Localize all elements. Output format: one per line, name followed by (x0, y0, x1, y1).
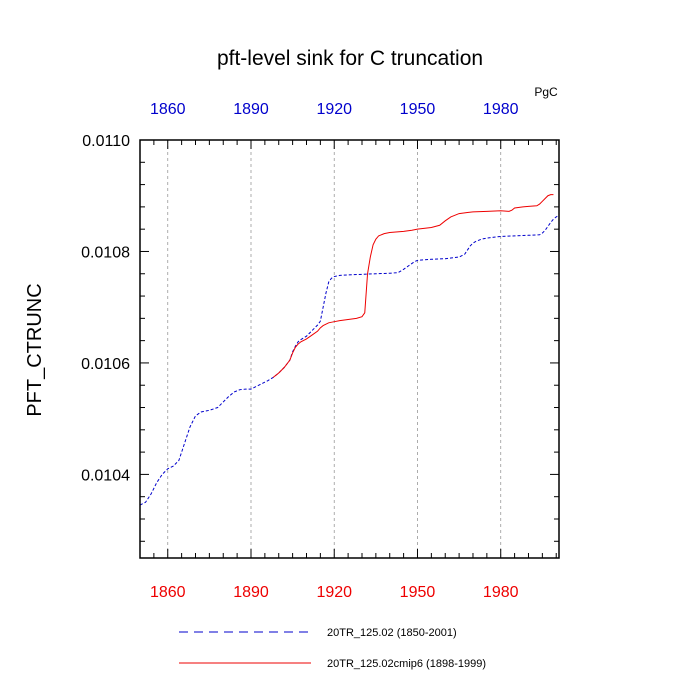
y-tick-label: 0.0110 (82, 133, 130, 150)
x-tick-label-bottom: 1950 (400, 584, 436, 601)
series-line-1 (139, 214, 560, 506)
y-tick-label: 0.0108 (81, 244, 130, 261)
x-tick-label-top: 1920 (316, 101, 352, 118)
units-label: PgC (534, 85, 558, 99)
x-tick-label-top: 1950 (400, 101, 436, 118)
x-tick-label-bottom: 1890 (233, 584, 269, 601)
series-line-2 (272, 194, 554, 378)
x-tick-label-top: 1860 (150, 101, 186, 118)
x-tick-label-top: 1890 (233, 101, 269, 118)
x-tick-label-bottom: 1860 (150, 584, 186, 601)
series-layer (139, 194, 560, 506)
y-tick-label: 0.0104 (81, 467, 130, 484)
x-tick-label-bottom: 1920 (316, 584, 352, 601)
x-tick-label-bottom: 1980 (483, 584, 519, 601)
x-tick-label-top: 1980 (483, 101, 519, 118)
y-tick-label: 0.0106 (81, 356, 130, 373)
plot-frame (139, 139, 560, 559)
axis-layer: 1860 1860 1890 1890 1920 1920 1950 1950 1980 1980… (81, 101, 559, 601)
chart-title: pft-level sink for C truncation (217, 47, 483, 70)
legend-label-2: 20TR_125.02cmip6 (1898-1999) (327, 658, 486, 670)
legend-layer: 20TR_125.02 (1850-2001) 20TR_125.02cmip6 … (179, 627, 486, 670)
legend-label-1: 20TR_125.02 (1850-2001) (327, 627, 457, 639)
y-axis-label: PFT_CTRUNC (24, 283, 46, 416)
grid-layer (167, 140, 502, 558)
